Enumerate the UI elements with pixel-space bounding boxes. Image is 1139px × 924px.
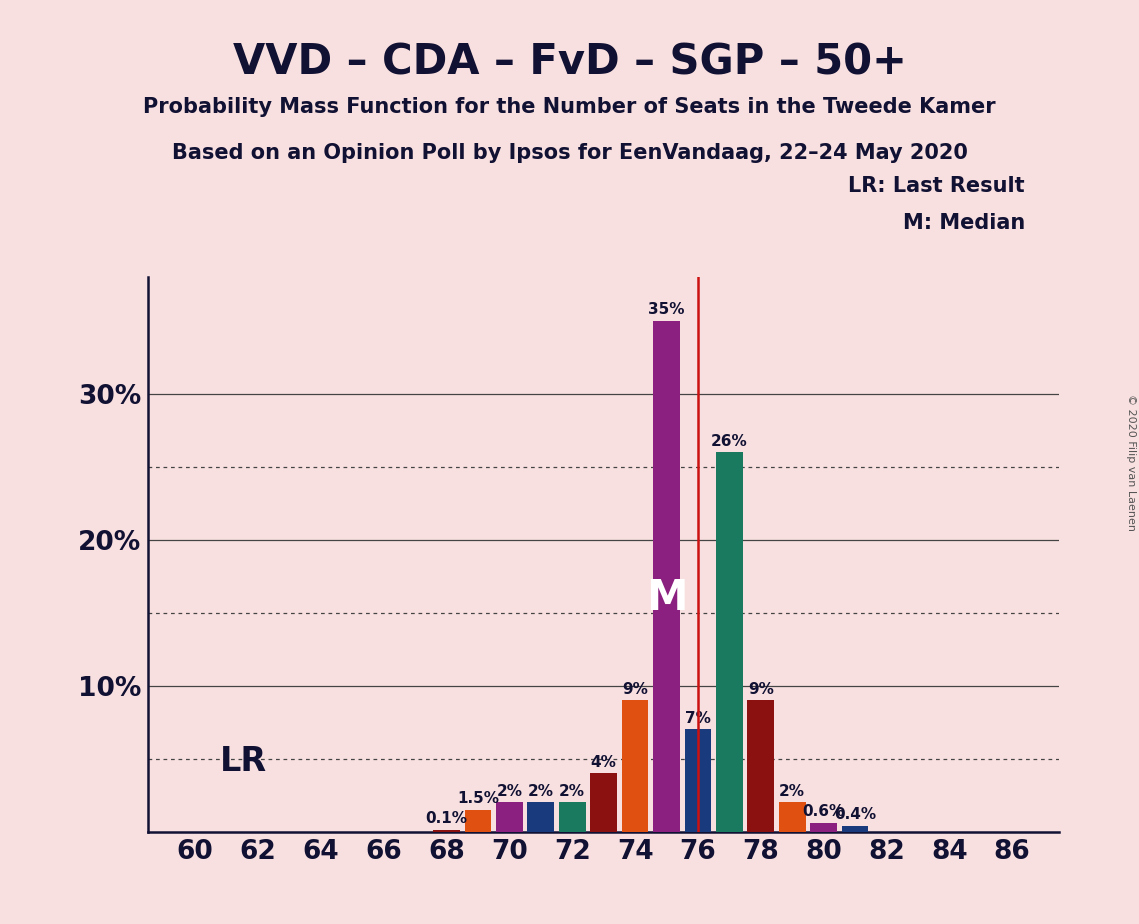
Text: 2%: 2% bbox=[779, 784, 805, 798]
Bar bbox=[842, 826, 868, 832]
Text: 35%: 35% bbox=[648, 302, 685, 317]
Text: © 2020 Filip van Laenen: © 2020 Filip van Laenen bbox=[1126, 394, 1136, 530]
Text: 26%: 26% bbox=[711, 433, 747, 449]
Text: 0.6%: 0.6% bbox=[803, 804, 845, 820]
Text: 2%: 2% bbox=[527, 784, 554, 798]
Text: 9%: 9% bbox=[622, 682, 648, 697]
Bar bbox=[747, 700, 775, 832]
Text: M: Median: M: Median bbox=[903, 213, 1025, 233]
Bar bbox=[810, 823, 837, 832]
Bar bbox=[497, 802, 523, 832]
Text: Based on an Opinion Poll by Ipsos for EenVandaag, 22–24 May 2020: Based on an Opinion Poll by Ipsos for Ee… bbox=[172, 143, 967, 164]
Text: 0.1%: 0.1% bbox=[426, 811, 468, 826]
Bar bbox=[779, 802, 805, 832]
Bar bbox=[527, 802, 555, 832]
Text: 9%: 9% bbox=[748, 682, 773, 697]
Bar bbox=[559, 802, 585, 832]
Bar bbox=[465, 809, 491, 832]
Text: M: M bbox=[646, 578, 687, 619]
Bar bbox=[590, 773, 617, 832]
Text: 4%: 4% bbox=[591, 755, 616, 770]
Text: LR: Last Result: LR: Last Result bbox=[849, 176, 1025, 196]
Bar bbox=[716, 452, 743, 832]
Text: 2%: 2% bbox=[559, 784, 585, 798]
Text: 2%: 2% bbox=[497, 784, 523, 798]
Text: Probability Mass Function for the Number of Seats in the Tweede Kamer: Probability Mass Function for the Number… bbox=[144, 97, 995, 117]
Text: 1.5%: 1.5% bbox=[457, 791, 499, 806]
Bar bbox=[433, 830, 460, 832]
Bar bbox=[653, 321, 680, 832]
Text: LR: LR bbox=[220, 745, 268, 778]
Bar bbox=[685, 729, 711, 832]
Bar bbox=[622, 700, 648, 832]
Text: VVD – CDA – FvD – SGP – 50+: VVD – CDA – FvD – SGP – 50+ bbox=[232, 42, 907, 83]
Text: 0.4%: 0.4% bbox=[834, 808, 876, 822]
Text: 7%: 7% bbox=[685, 711, 711, 726]
